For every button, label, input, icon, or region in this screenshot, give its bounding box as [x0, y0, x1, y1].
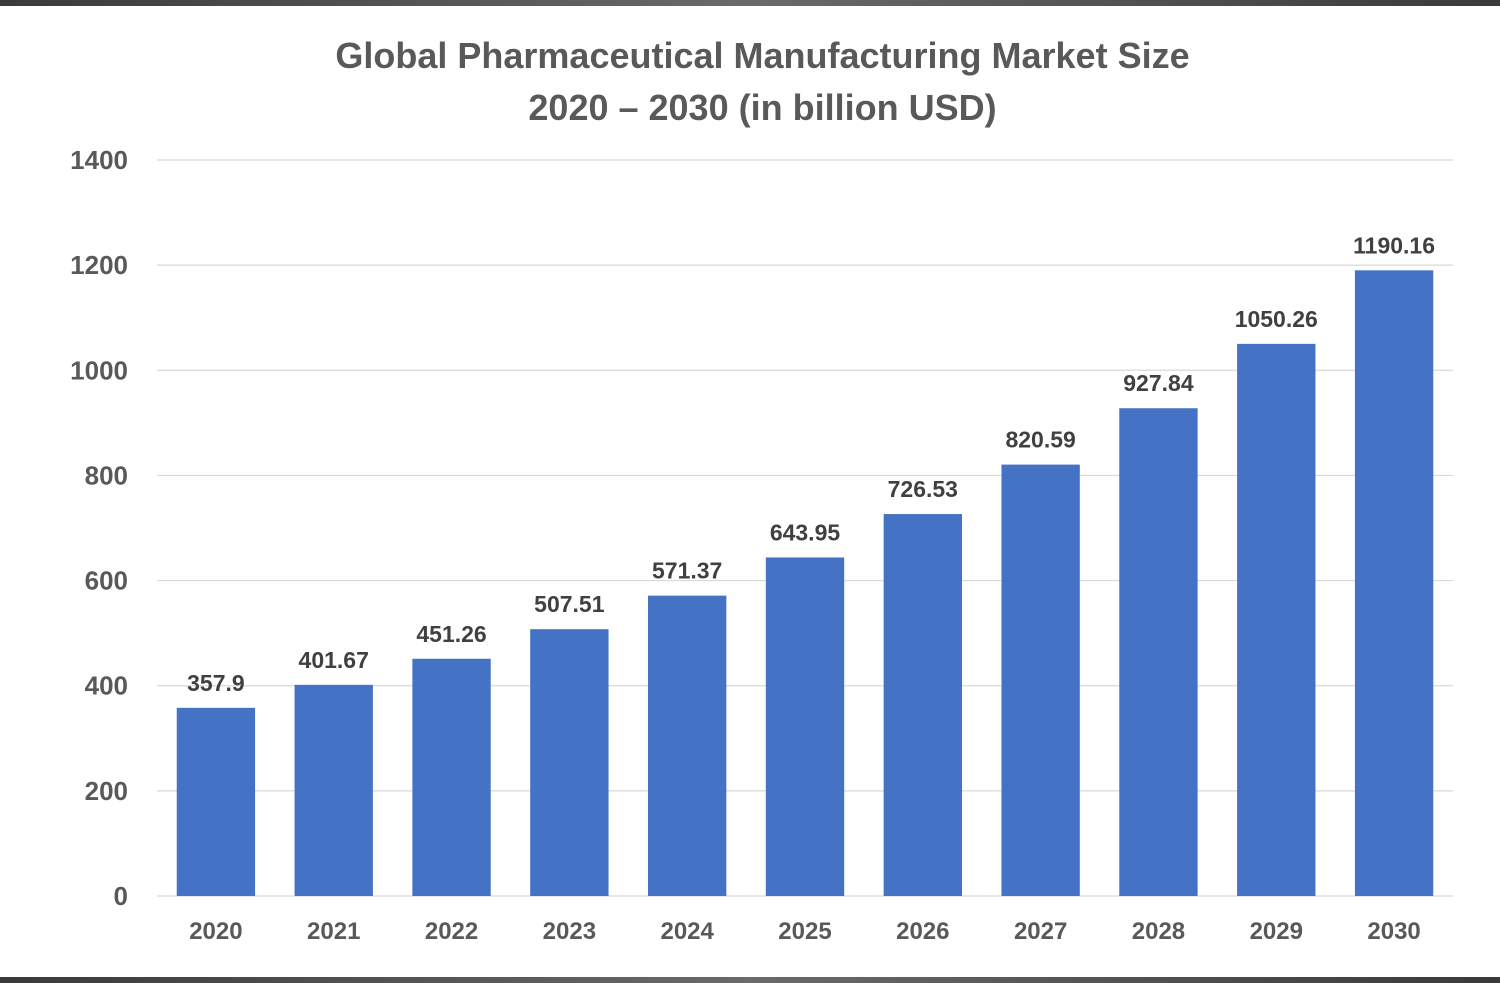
data-labels: 357.9 401.67 451.26 507.51 571.37 643.95 726.5… [187, 232, 1435, 696]
y-tick-label: 200 [85, 776, 128, 806]
data-label-2025: 643.95 [770, 519, 841, 545]
y-tick-label: 1400 [70, 145, 128, 175]
data-label-2026: 726.53 [888, 476, 958, 502]
x-tick-label: 2029 [1250, 918, 1303, 945]
x-tick-label: 2020 [189, 918, 242, 945]
data-label-2020: 357.9 [187, 670, 245, 696]
data-label-2029: 1050.26 [1235, 306, 1318, 332]
bar-2025 [765, 557, 845, 896]
data-label-2030: 1190.16 [1353, 232, 1435, 258]
x-tick-label: 2024 [660, 918, 714, 945]
data-label-2027: 820.59 [1005, 427, 1075, 453]
x-tick-label: 2025 [778, 918, 831, 945]
chart-subtitle: 2020 – 2030 (in billion USD) [528, 87, 997, 128]
y-tick-label: 800 [85, 460, 128, 490]
bars [176, 270, 1434, 897]
data-label-2021: 401.67 [299, 647, 369, 673]
x-tick-label: 2027 [1014, 918, 1067, 945]
data-label-2022: 451.26 [416, 621, 486, 647]
x-tick-label: 2022 [425, 918, 478, 945]
bar-2022 [412, 658, 491, 896]
bar-2026 [883, 514, 962, 896]
bar-2023 [530, 629, 609, 896]
y-tick-label: 1200 [70, 250, 128, 280]
x-tick-label: 2026 [896, 918, 949, 945]
y-axis-ticks: 0 200 400 600 800 1000 1200 1400 [70, 145, 128, 911]
data-label-2028: 927.84 [1123, 370, 1194, 396]
bar-2020 [176, 707, 256, 896]
data-label-2023: 507.51 [534, 591, 605, 617]
y-tick-label: 400 [85, 671, 128, 701]
y-tick-label: 1000 [70, 355, 128, 385]
x-axis-ticks: 2020 2021 2022 2023 2024 2025 2026 2027 2028 2029… [189, 918, 1421, 945]
chart-title: Global Pharmaceutical Manufacturing Mark… [335, 35, 1190, 76]
bar-2024 [648, 595, 727, 896]
x-tick-label: 2028 [1132, 918, 1185, 945]
data-label-2024: 571.37 [652, 558, 722, 584]
bar-2021 [294, 684, 373, 896]
bar-2030 [1354, 270, 1434, 896]
top-border [0, 0, 1500, 6]
bottom-border [0, 977, 1500, 983]
x-tick-label: 2023 [543, 918, 596, 945]
bar-2028 [1119, 408, 1198, 896]
x-tick-label: 2021 [307, 918, 360, 945]
chart-title-block: Global Pharmaceutical Manufacturing Mark… [0, 30, 1500, 134]
bar-2029 [1237, 343, 1316, 897]
y-tick-label: 0 [114, 881, 128, 911]
bar-2027 [1001, 464, 1080, 896]
x-tick-label: 2030 [1367, 918, 1420, 945]
y-tick-label: 600 [85, 566, 128, 596]
